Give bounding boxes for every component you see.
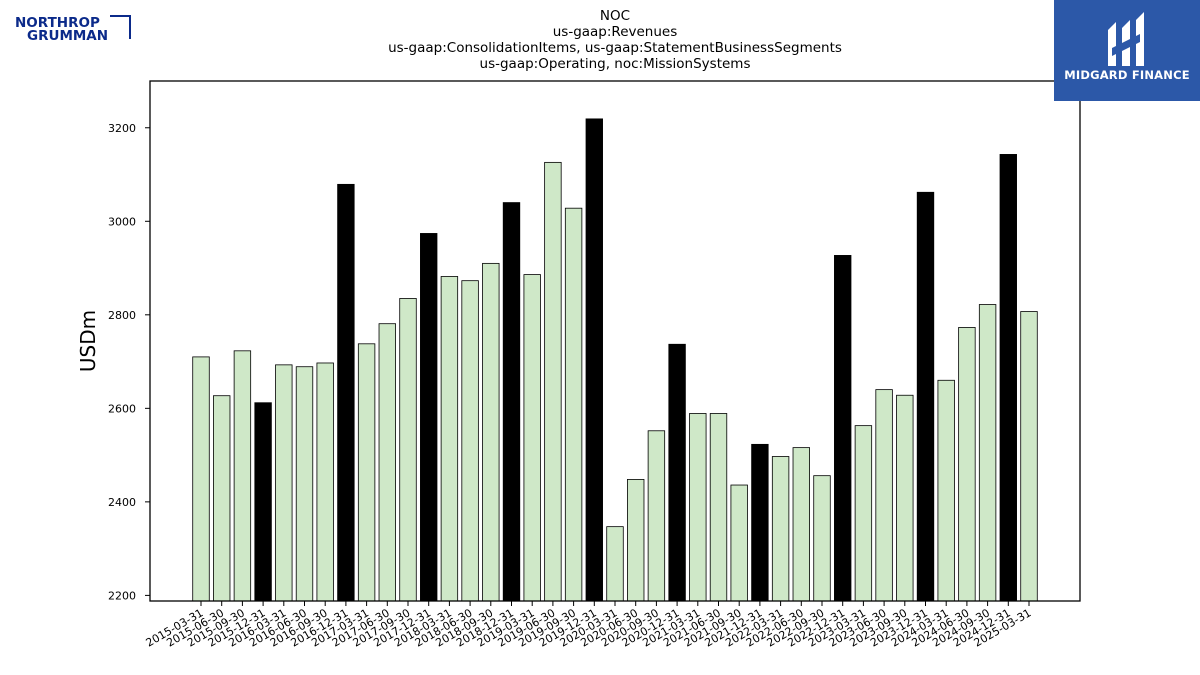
bar xyxy=(544,161,562,602)
bar xyxy=(916,191,935,602)
x-axis: 2015-03-312015-06-302015-09-302015-12-31… xyxy=(144,601,1034,650)
bar xyxy=(378,323,396,602)
bar xyxy=(295,366,314,602)
bar xyxy=(420,233,438,602)
chart-title: NOCus-gaap:Revenuesus-gaap:Consolidation… xyxy=(388,8,842,72)
y-tick-label: 2200 xyxy=(108,589,136,602)
chart-title-line: us-gaap:Revenues xyxy=(553,24,678,40)
bar xyxy=(275,364,293,602)
bar xyxy=(978,304,997,602)
bar xyxy=(751,443,769,602)
bar xyxy=(689,413,707,602)
midgard-finance-logo: MIDGARD FINANCE xyxy=(1054,0,1200,101)
bar xyxy=(834,255,852,602)
logo-line2: GRUMMAN xyxy=(27,28,108,44)
bar xyxy=(709,413,728,602)
bar xyxy=(937,379,955,602)
y-axis-label: USDm xyxy=(76,310,100,372)
bar xyxy=(875,389,893,602)
bar xyxy=(813,475,831,602)
bar xyxy=(606,526,624,602)
logo-line1: NORTHROP xyxy=(15,15,100,31)
bar xyxy=(482,262,500,602)
bar xyxy=(792,447,810,602)
bar xyxy=(337,183,355,602)
bar xyxy=(958,327,976,602)
bar xyxy=(1020,311,1038,602)
bar xyxy=(461,280,479,602)
bar xyxy=(627,479,645,602)
bar xyxy=(440,276,459,602)
bar xyxy=(999,154,1017,602)
bar xyxy=(316,362,334,602)
y-axis: 2200 2400 2600 2800 3000 3200 xyxy=(108,122,150,602)
midgard-finance-text: MIDGARD FINANCE xyxy=(1064,68,1190,82)
bar xyxy=(585,118,603,602)
bar xyxy=(523,274,541,602)
plot-frame xyxy=(149,80,1081,602)
bars xyxy=(192,118,1038,602)
chart-title-line: us-gaap:ConsolidationItems, us-gaap:Stat… xyxy=(388,40,842,56)
bar xyxy=(896,394,914,602)
bar xyxy=(233,350,252,602)
northrop-grumman-logo: NORTHROP GRUMMAN xyxy=(15,15,131,44)
bar xyxy=(854,425,873,602)
bar xyxy=(730,484,748,602)
bar xyxy=(254,402,272,602)
chart-title-line: us-gaap:Operating, noc:MissionSystems xyxy=(480,56,751,72)
bar xyxy=(357,343,376,602)
bar xyxy=(192,356,210,602)
y-tick-label: 3000 xyxy=(108,215,136,228)
bar xyxy=(399,298,417,602)
y-tick-label: 2600 xyxy=(108,402,136,415)
chart-title-line: NOC xyxy=(600,8,630,24)
bar xyxy=(564,207,583,602)
y-tick-label: 2400 xyxy=(108,496,136,509)
bar xyxy=(668,343,686,602)
y-tick-label: 3200 xyxy=(108,122,136,135)
midgard-mark-icon xyxy=(1108,12,1144,66)
bar xyxy=(647,430,666,602)
bar xyxy=(771,456,790,602)
bar xyxy=(213,395,231,602)
bar xyxy=(502,202,521,602)
y-tick-label: 2800 xyxy=(108,309,136,322)
